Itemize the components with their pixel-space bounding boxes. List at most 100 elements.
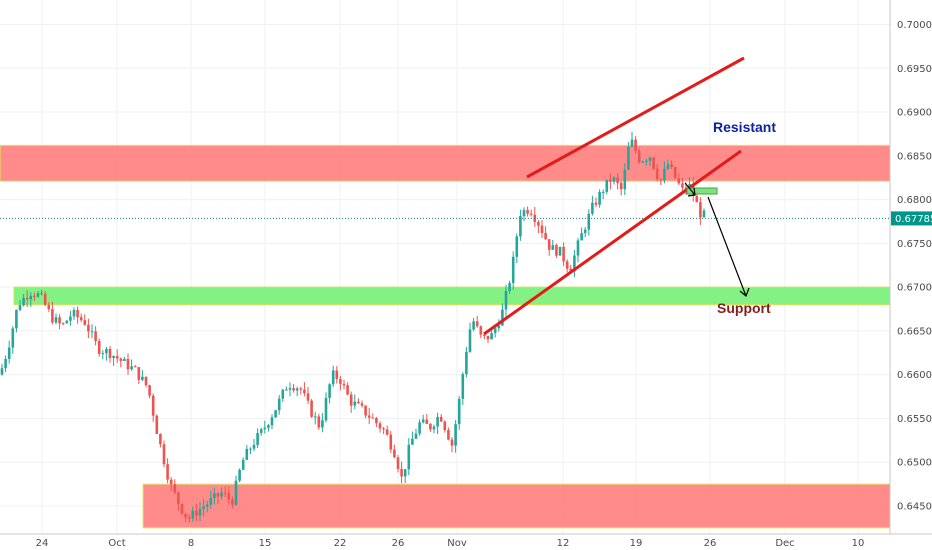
x-tick-label: 26 [392,538,405,549]
candle-body [339,379,342,384]
candle-body [259,429,263,434]
candle-body [133,366,137,368]
candle-body [263,427,267,430]
candle-body [18,305,22,310]
candle-body [515,236,519,257]
candle-body [155,415,159,434]
candle-body [673,167,677,179]
x-tick-label: Nov [447,538,467,549]
candle-body [378,423,382,429]
candle-body [47,304,51,310]
candle-body [76,309,79,318]
candle-body [108,348,112,358]
candle-body [7,347,11,359]
candle-body [407,444,411,470]
candle-body [637,150,641,163]
candle-body [670,164,673,168]
candle-body [573,255,576,272]
x-tick-label: Oct [108,538,125,549]
resistant-label: Resistant [713,119,776,135]
candle-body [681,183,684,188]
candle-body [180,503,184,514]
candle-body [299,388,303,390]
candle-body [547,239,551,250]
candle-body [699,202,702,218]
last-price-value: 0.67785 [895,214,932,225]
candle-body [195,510,198,516]
candle-body [447,430,450,440]
breakout-marker [686,187,718,195]
forecast-arrows [684,182,750,298]
candle-body [349,394,353,406]
candle-body [555,245,558,256]
candle-body [418,422,421,434]
candle-body [544,232,547,240]
candle-body [346,385,349,395]
candle-body [450,439,454,446]
candle-body [87,324,90,332]
candle-body [403,469,407,477]
candle-body [580,233,583,241]
candle-body [677,178,681,184]
candle-body [238,469,241,481]
candle-body [609,179,612,182]
candle-body [432,426,436,430]
candle-body [425,419,429,424]
arrow-short [684,182,696,196]
candle-body [313,416,317,418]
candle-body [328,384,331,398]
candle-body [389,434,393,450]
candle-body [25,297,29,300]
candle-body [79,317,83,321]
candle-body [569,268,573,272]
candle-body [414,433,418,439]
channel-lines [483,56,745,336]
candle-body [94,331,97,341]
x-tick-label: 12 [557,538,570,549]
candle-body [36,293,40,297]
candle-body [551,245,555,250]
candle-body [619,182,623,190]
candle-body [72,309,76,317]
candle-body [472,321,475,330]
candle-body [123,358,126,361]
candle-body [627,146,630,170]
x-tick-label: 19 [630,538,643,549]
candle-body [396,457,400,470]
candle-body [400,469,403,477]
candle-body [652,157,655,169]
candle-body [187,517,191,519]
candle-body [465,351,468,375]
candle-body [148,385,151,396]
candle-body [177,492,180,504]
candle-body [630,139,634,147]
candle-body [483,334,486,336]
candle-body [497,325,501,329]
candle-body [385,429,389,435]
candle-body [205,504,209,507]
candle-body [429,423,432,430]
candle-body [519,216,522,237]
x-tick-label: 26 [704,538,717,549]
candle-body [655,168,659,179]
candle-body [364,405,367,416]
candle-body [461,374,465,399]
candle-body [540,225,544,233]
candle-body [256,433,259,445]
x-axis-ticks: 24 Oct 8 15 22 26 Nov 12 19 26 Dec 10 [36,538,865,549]
candle-body [112,356,115,358]
candle-body [285,389,288,391]
candle-body [324,397,328,421]
candle-body [22,297,25,306]
candle-body [367,415,371,418]
candle-body [249,448,252,450]
candle-body [591,202,594,214]
candle-body [663,168,666,181]
candle-body [360,403,364,406]
